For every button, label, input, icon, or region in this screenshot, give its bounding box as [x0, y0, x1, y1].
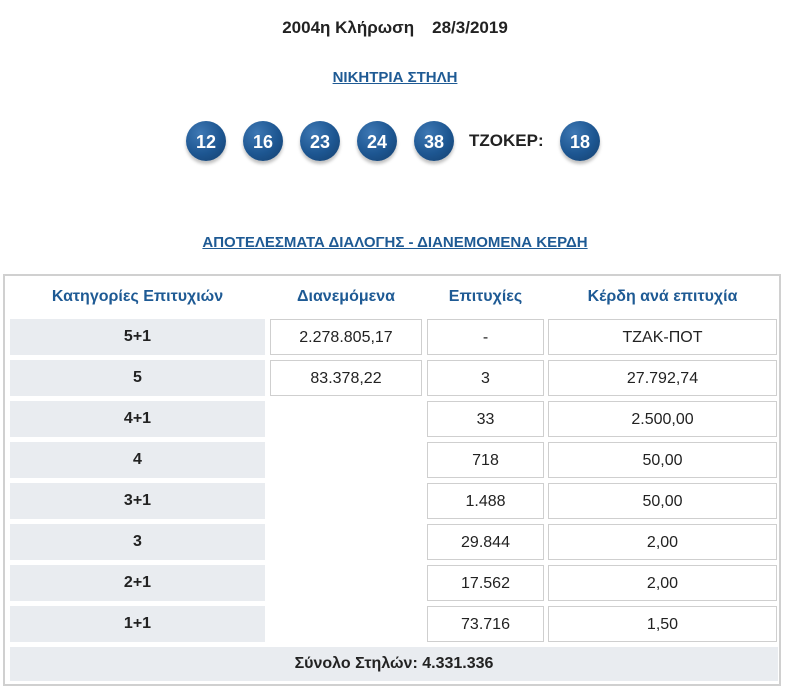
category-cell: 5+1 — [10, 319, 265, 355]
header-prize: Κέρδη ανά επιτυχία — [587, 288, 738, 305]
joker-label: ΤΖΟΚΕΡ: — [469, 131, 544, 150]
results-heading: ΑΠΟΤΕΛΕΣΜΑΤΑ ΔΙΑΛΟΓΗΣ - ΔΙΑΝΕΜΟΜΕΝΑ ΚΕΡΔ… — [0, 234, 790, 251]
distributed-cell: 83.378,22 — [270, 360, 422, 396]
winners-cell: 29.844 — [427, 524, 544, 560]
category-cell: 4 — [10, 442, 265, 478]
winners-cell: 33 — [427, 401, 544, 437]
prize-cell: 50,00 — [548, 483, 777, 519]
winning-column-link[interactable]: ΝΙΚΗΤΡΙΑ ΣΤΗΛΗ — [332, 69, 458, 86]
number-ball: 12 — [186, 121, 226, 161]
results-table: Κατηγορίες Επιτυχιών Διανεμόμενα Επιτυχί… — [3, 274, 781, 686]
header-categories: Κατηγορίες Επιτυχιών — [51, 288, 224, 305]
prize-cell: 2,00 — [548, 565, 777, 601]
category-cell: 3 — [10, 524, 265, 560]
winners-cell: 73.716 — [427, 606, 544, 642]
winners-cell: 1.488 — [427, 483, 544, 519]
category-cell: 2+1 — [10, 565, 265, 601]
number-ball: 16 — [243, 121, 283, 161]
prize-cell: 2,00 — [548, 524, 777, 560]
prize-cell: 50,00 — [548, 442, 777, 478]
draw-date: 28/3/2019 — [432, 18, 508, 37]
header-winners: Επιτυχίες — [448, 288, 523, 305]
results-link[interactable]: ΑΠΟΤΕΛΕΣΜΑΤΑ ΔΙΑΛΟΓΗΣ - ΔΙΑΝΕΜΟΜΕΝΑ ΚΕΡΔ… — [202, 234, 588, 251]
winners-cell: - — [427, 319, 544, 355]
prize-cell: 27.792,74 — [548, 360, 777, 396]
header-distributed: Διανεμόμενα — [297, 288, 395, 305]
prize-cell: 1,50 — [548, 606, 777, 642]
category-cell: 3+1 — [10, 483, 265, 519]
prize-cell: 2.500,00 — [548, 401, 777, 437]
category-cell: 1+1 — [10, 606, 265, 642]
winners-cell: 718 — [427, 442, 544, 478]
winners-cell: 3 — [427, 360, 544, 396]
draw-title: 2004η Κλήρωση 28/3/2019 — [0, 18, 790, 38]
draw-number: 2004η Κλήρωση — [282, 18, 415, 37]
winners-cell: 17.562 — [427, 565, 544, 601]
number-ball: 24 — [357, 121, 397, 161]
category-cell: 4+1 — [10, 401, 265, 437]
winning-column-heading: ΝΙΚΗΤΡΙΑ ΣΤΗΛΗ — [0, 69, 790, 86]
number-ball: 23 — [300, 121, 340, 161]
number-ball: 38 — [414, 121, 454, 161]
joker-ball: 18 — [560, 121, 600, 161]
category-cell: 5 — [10, 360, 265, 396]
prize-cell: ΤΖΑΚ-ΠΟΤ — [548, 319, 777, 355]
distributed-cell: 2.278.805,17 — [270, 319, 422, 355]
total-columns: Σύνολο Στηλών: 4.331.336 — [10, 647, 778, 681]
